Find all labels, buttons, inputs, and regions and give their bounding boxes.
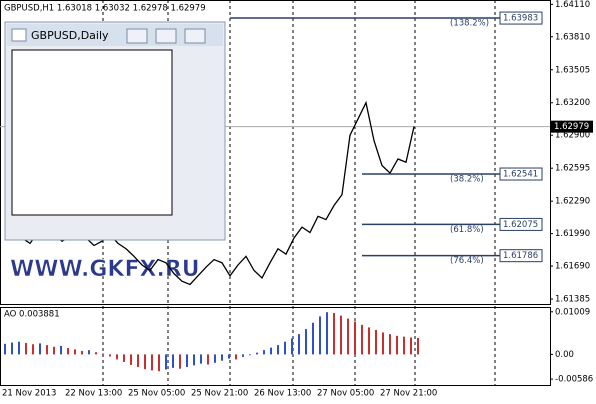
y-tick-label: 1.61690: [555, 262, 590, 272]
level-percent: (138.2%): [450, 19, 489, 29]
current-box: [551, 120, 593, 133]
close-button[interactable]: [184, 28, 206, 44]
x-tick-label: 25 Nov 05:00: [128, 389, 185, 399]
inset-title: GBPUSD,Daily: [31, 29, 109, 42]
inset-icon: [11, 28, 27, 42]
y-tick-label: 1.63200: [555, 98, 590, 108]
y-tick-label: -0.00586: [555, 375, 593, 385]
y-tick-label: 1.62595: [555, 164, 590, 174]
watermark: WWW.GKFX.RU: [10, 257, 200, 282]
x-tick-label: 25 Nov 21:00: [191, 389, 248, 399]
x-tick-label: 27 Nov 05:00: [317, 389, 374, 399]
level-percent: (38.2%): [450, 175, 484, 185]
level-box: [499, 11, 543, 25]
y-tick-label: 0.00: [555, 350, 574, 360]
level-box: [499, 167, 543, 181]
level-percent: (61.8%): [450, 225, 484, 235]
level-price: 1.61786: [503, 251, 538, 261]
minimize-button[interactable]: [126, 28, 148, 44]
x-tick-label: 27 Nov 21:00: [380, 389, 437, 399]
y-tick-label: 1.64110: [555, 0, 590, 10]
y-tick-label: 1.63810: [555, 32, 590, 42]
y-tick-label: 0.01009: [555, 307, 590, 317]
current-price: 1.62979: [554, 122, 589, 132]
level-price: 1.62075: [503, 220, 538, 230]
inset-plot: [11, 49, 173, 216]
x-tick-label: 22 Nov 13:00: [65, 389, 122, 399]
x-tick-label: 21 Nov 2013: [2, 389, 56, 399]
main-title: GBPUSD,H1 1.63018 1.63032 1.62978 1.6297…: [4, 4, 206, 14]
inset-window: GBPUSD,Daily: [4, 21, 226, 241]
y-tick-label: 1.62290: [555, 197, 590, 207]
level-box: [499, 217, 543, 231]
level-price: 1.63983: [503, 14, 538, 24]
level-percent: (76.4%): [450, 256, 484, 266]
y-tick-label: 1.62900: [555, 131, 590, 141]
y-tick-label: 1.63505: [555, 65, 590, 75]
level-box: [499, 249, 543, 263]
x-tick-label: 26 Nov 13:00: [254, 389, 311, 399]
main-frame: [0, 0, 551, 305]
ao-frame: [0, 307, 551, 386]
ao-title: AO 0.003881: [4, 310, 60, 320]
y-tick-label: 1.61990: [555, 229, 590, 239]
maximize-button[interactable]: [155, 28, 177, 44]
y-tick-label: 1.61385: [555, 295, 590, 305]
level-price: 1.62541: [503, 170, 538, 180]
